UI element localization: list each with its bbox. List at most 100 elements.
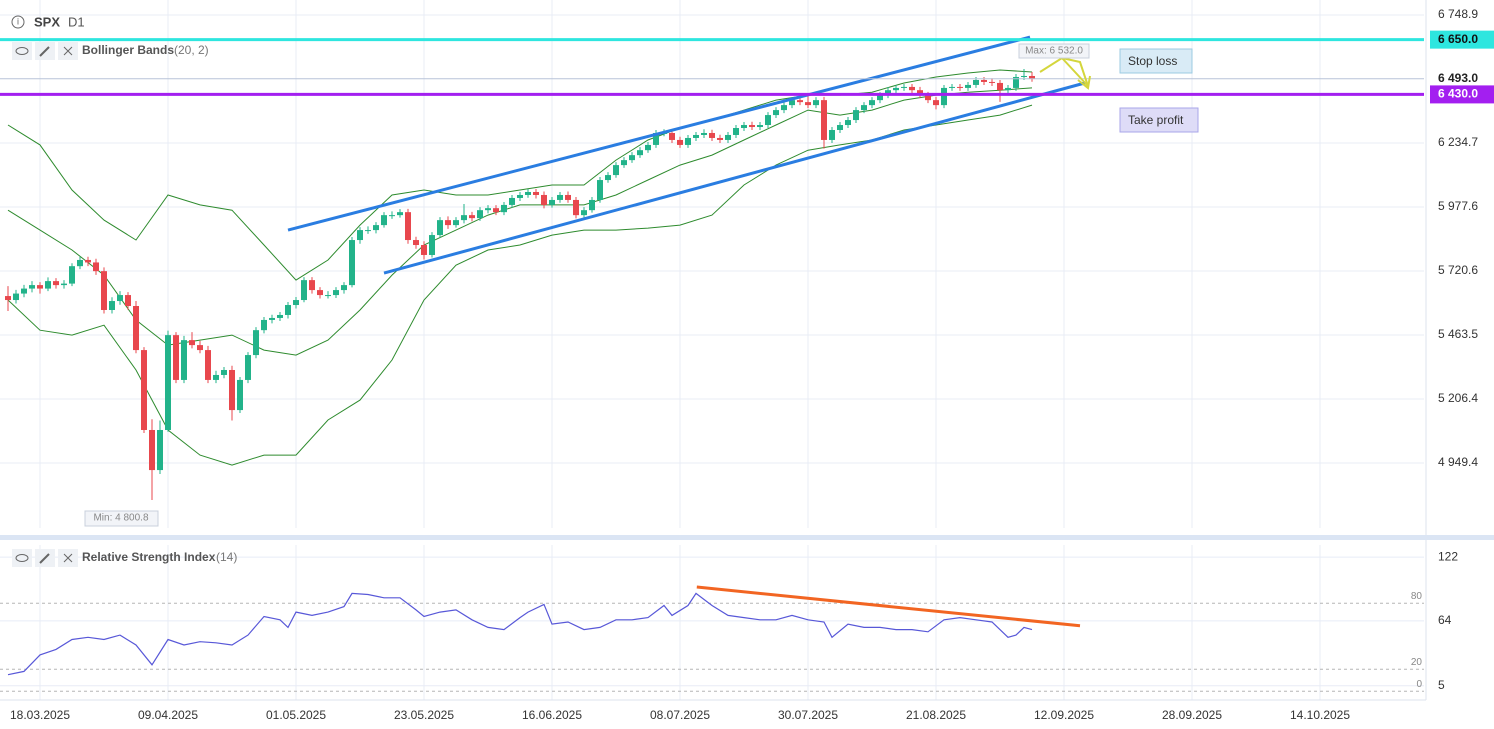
candle-body [333,290,339,296]
panel-separator [0,535,1494,540]
candle-body [445,220,451,226]
candle-body [301,280,307,301]
candle-body [597,180,603,200]
candle-body [797,100,803,103]
note-text: Stop loss [1128,54,1177,68]
x-tick-label: 28.09.2025 [1162,708,1222,722]
candle-body [517,194,523,198]
candle-body [997,82,1003,91]
candle-body [877,95,883,101]
candle-body [221,369,227,375]
candle-body [621,160,627,166]
y-tick-label: 6 748.9 [1438,7,1478,21]
candle-body [869,100,875,106]
candle-body [973,79,979,85]
candle-body [205,350,211,380]
candle-body [573,199,579,216]
candle-body [781,105,787,111]
candle-body [21,288,27,294]
candle-body [989,81,995,83]
candle-body [37,285,43,289]
candle-body [813,100,819,106]
candle-body [773,110,779,116]
candle-body [309,280,315,291]
candle-body [77,259,83,267]
candle-body [29,285,35,289]
candle-body [317,290,323,296]
candle-body [1013,76,1019,88]
eye-icon [15,47,29,55]
candle-body [789,100,795,106]
indicator-row: Relative Strength Index (14) [12,549,237,567]
candle-body [269,317,275,320]
candle-body [957,86,963,88]
candle-body [725,134,731,140]
candle-body [941,87,947,106]
candle-body [637,150,643,156]
candle-body [765,115,771,126]
trend-line [287,35,1031,232]
candle-body [125,295,131,307]
candle-body [533,191,539,195]
candle-body [829,130,835,140]
x-tick-label: 23.05.2025 [394,708,454,722]
candle-body [677,139,683,145]
y-tick-label: 122 [1438,549,1458,563]
candle-body [1021,75,1027,77]
candle-body [493,208,499,213]
eye-button[interactable] [12,549,32,567]
candle-body [485,208,491,211]
y-tick-label: 5 463.5 [1438,327,1478,341]
note-text: Take profit [1128,113,1184,127]
candle-body [749,125,755,128]
candle-body [949,86,955,88]
info-icon[interactable] [11,15,25,29]
max-label-box [1018,43,1090,59]
candle-body [189,340,195,346]
candle-body [453,220,459,226]
candle-body [429,235,435,255]
x-tick-label: 12.09.2025 [1034,708,1094,722]
arrow-line [1061,57,1089,87]
candle-body [165,335,171,430]
candle-body [565,194,571,200]
x-tick-label: 21.08.2025 [906,708,966,722]
wrench-icon [39,46,50,57]
candle-body [149,429,155,471]
candle-body [157,429,163,471]
x-tick-label: 16.06.2025 [522,708,582,722]
x-tick-label: 14.10.2025 [1290,708,1350,722]
candle-body [325,295,331,297]
candle-body [53,281,59,286]
candle-body [613,165,619,176]
candle-body [101,271,107,310]
y-tick-label: 4 949.4 [1438,455,1478,469]
candle-body [141,350,147,430]
x-tick-label: 18.03.2025 [10,708,70,722]
indicator-params: (20, 2) [174,43,209,57]
candle-body [693,134,699,138]
candle-body [549,199,555,205]
candle-body [837,125,843,131]
candle-body [509,197,515,205]
candle-body [381,215,387,226]
candle-body [413,240,419,246]
level-label: 6 430.0 [1438,87,1478,101]
note-box [1119,107,1199,133]
eye-button[interactable] [12,42,32,60]
candle-body [885,90,891,96]
level-label: 0 [1416,679,1422,690]
candle-body [477,210,483,219]
candle-body [357,230,363,241]
candle-body [901,86,907,88]
max-label: Max: 6 532.0 [1025,46,1083,57]
level-label: 80 [1411,591,1423,602]
candle-body [709,132,715,138]
candle-body [909,86,915,91]
candle-body [917,90,923,96]
candle-body [93,262,99,272]
y-tick-label: 5 [1438,678,1445,692]
level-label-box [1430,30,1494,49]
candle-body [117,295,123,302]
